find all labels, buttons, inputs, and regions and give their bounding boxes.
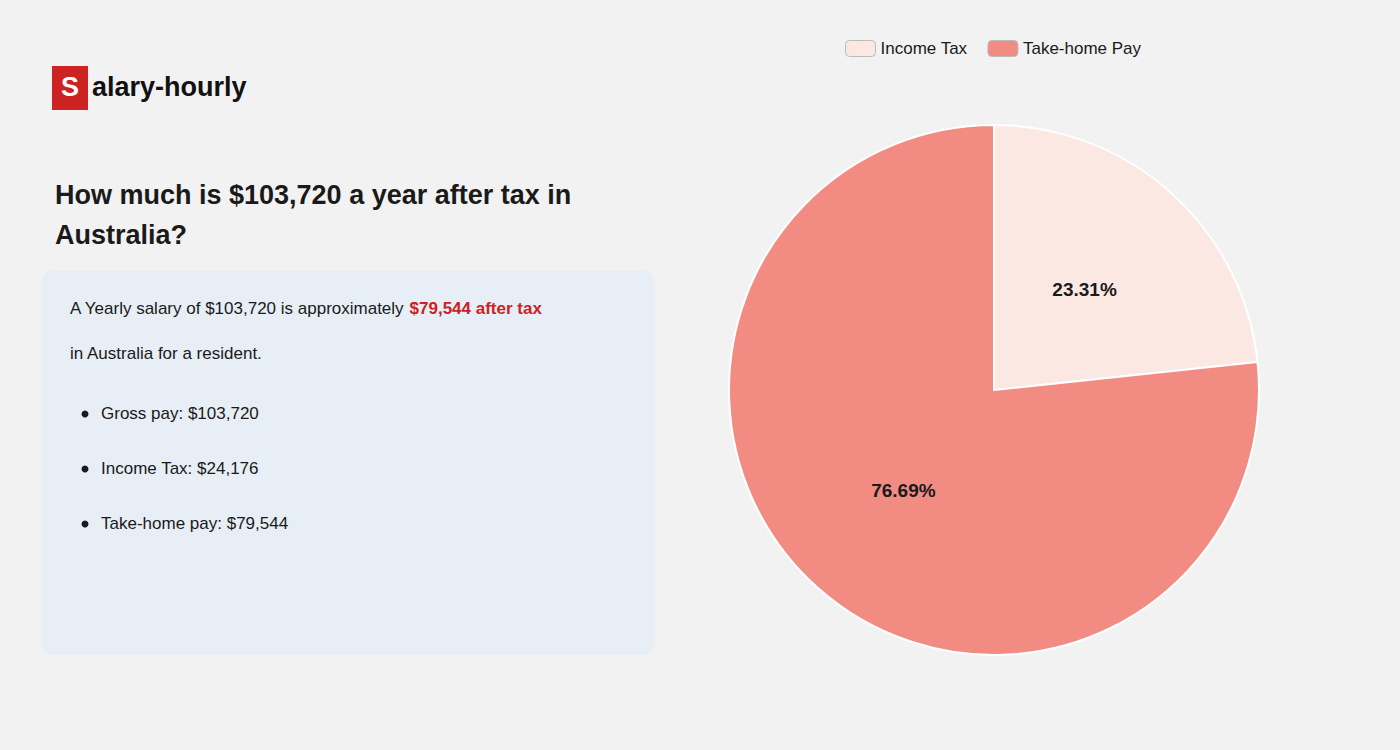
svg-text:Take-home Pay: Take-home Pay [1023, 39, 1142, 58]
svg-text:A Yearly salary of $103,720 is: A Yearly salary of $103,720 is approxima… [70, 299, 408, 318]
svg-text:Take-home pay: $79,544: Take-home pay: $79,544 [101, 514, 288, 533]
svg-text:How much is $103,720 a year af: How much is $103,720 a year after tax in [55, 180, 571, 210]
svg-text:S: S [61, 72, 79, 102]
svg-text:Income Tax: $24,176: Income Tax: $24,176 [101, 459, 259, 478]
svg-text:23.31%: 23.31% [1052, 279, 1117, 300]
svg-text:Gross pay: $103,720: Gross pay: $103,720 [101, 404, 259, 423]
svg-text:in Australia for a resident.: in Australia for a resident. [70, 344, 262, 363]
svg-text:Income Tax: Income Tax [881, 39, 968, 58]
svg-text:$79,544 after tax: $79,544 after tax [410, 299, 543, 318]
svg-text:76.69%: 76.69% [871, 480, 936, 501]
svg-text:alary-hourly: alary-hourly [92, 72, 247, 102]
svg-text:Australia?: Australia? [55, 220, 187, 250]
